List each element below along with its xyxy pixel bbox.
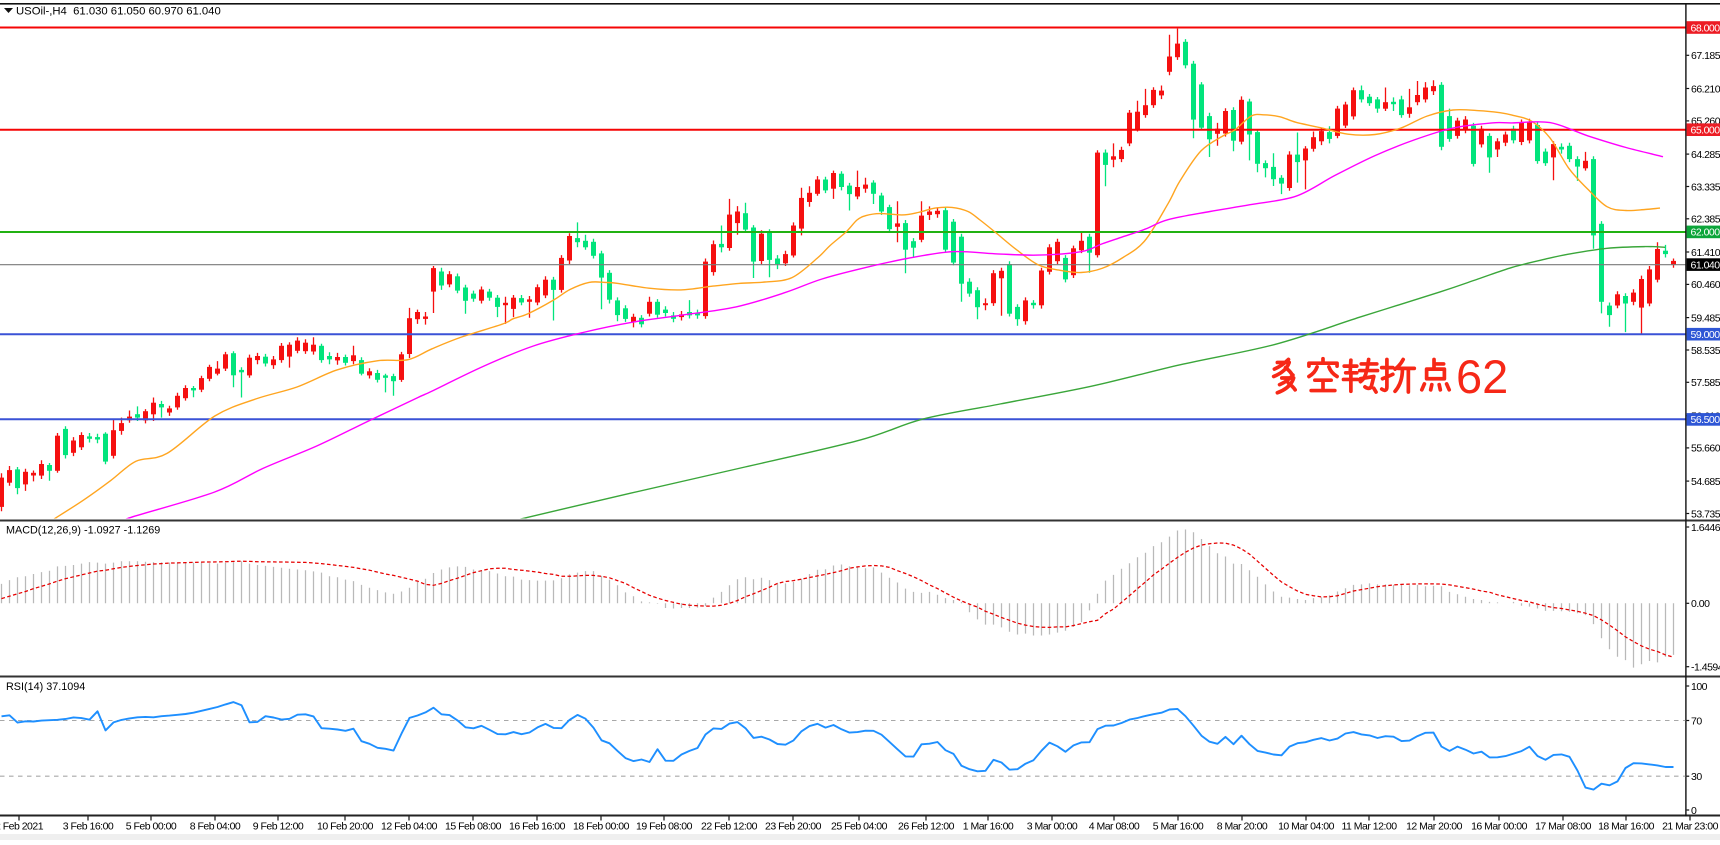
svg-text:62.385: 62.385 [1691,214,1720,226]
svg-text:64.285: 64.285 [1691,149,1720,161]
svg-text:65.000: 65.000 [1691,125,1720,137]
svg-text:3 Mar 00:00: 3 Mar 00:00 [1027,821,1078,833]
svg-text:USOil-,H4 61.030 61.050 60.97: USOil-,H4 61.030 61.050 60.970 61.040 [16,6,221,18]
svg-text:21 Mar 23:00: 21 Mar 23:00 [1662,821,1719,833]
svg-text:54.685: 54.685 [1691,476,1720,488]
svg-text:25 Feb 04:00: 25 Feb 04:00 [831,821,888,833]
svg-text:3 Feb 16:00: 3 Feb 16:00 [63,821,114,833]
svg-text:58.535: 58.535 [1691,345,1720,357]
svg-text:5 Mar 16:00: 5 Mar 16:00 [1153,821,1204,833]
svg-text:23 Feb 20:00: 23 Feb 20:00 [765,821,822,833]
svg-text:53.735: 53.735 [1691,508,1720,520]
svg-text:30: 30 [1691,771,1702,783]
svg-text:1.6446: 1.6446 [1691,522,1720,534]
svg-text:62: 62 [1456,350,1508,403]
svg-text:-1.4594: -1.4594 [1691,662,1720,674]
svg-text:57.585: 57.585 [1691,377,1720,389]
svg-text:22 Feb 12:00: 22 Feb 12:00 [701,821,758,833]
svg-text:18 Feb 00:00: 18 Feb 00:00 [573,821,630,833]
svg-text:0: 0 [1691,805,1697,817]
svg-text:63.335: 63.335 [1691,181,1720,193]
svg-text:59.485: 59.485 [1691,312,1720,324]
svg-text:8 Feb 04:00: 8 Feb 04:00 [190,821,241,833]
svg-text:12 Mar 20:00: 12 Mar 20:00 [1406,821,1463,833]
svg-text:12 Feb 04:00: 12 Feb 04:00 [381,821,438,833]
svg-text:56.500: 56.500 [1691,414,1720,426]
svg-text:15 Feb 08:00: 15 Feb 08:00 [445,821,502,833]
svg-text:19 Feb 08:00: 19 Feb 08:00 [636,821,693,833]
svg-text:18 Mar 16:00: 18 Mar 16:00 [1598,821,1655,833]
svg-text:61.410: 61.410 [1691,247,1720,259]
svg-text:RSI(14) 37.1094: RSI(14) 37.1094 [6,681,85,693]
svg-text:17 Mar 08:00: 17 Mar 08:00 [1535,821,1592,833]
svg-text:59.000: 59.000 [1691,329,1720,341]
svg-text:10 Feb 20:00: 10 Feb 20:00 [317,821,374,833]
svg-text:0.00: 0.00 [1691,598,1710,610]
svg-text:26 Feb 12:00: 26 Feb 12:00 [898,821,955,833]
svg-text:16 Feb 16:00: 16 Feb 16:00 [509,821,566,833]
svg-text:9 Feb 12:00: 9 Feb 12:00 [253,821,304,833]
svg-text:100: 100 [1691,681,1708,693]
svg-text:66.210: 66.210 [1691,83,1720,95]
svg-text:70: 70 [1691,715,1702,727]
svg-text:11 Mar 12:00: 11 Mar 12:00 [1341,821,1397,833]
svg-text:1 Mar 16:00: 1 Mar 16:00 [963,821,1014,833]
svg-text:62.000: 62.000 [1691,227,1720,239]
svg-text:60.460: 60.460 [1691,279,1720,291]
svg-text:68.000: 68.000 [1691,22,1720,34]
svg-text:67.185: 67.185 [1691,50,1720,62]
svg-text:8 Mar 20:00: 8 Mar 20:00 [1217,821,1268,833]
svg-text:4 Mar 08:00: 4 Mar 08:00 [1089,821,1140,833]
svg-text:16 Mar 00:00: 16 Mar 00:00 [1471,821,1528,833]
svg-text:10 Mar 04:00: 10 Mar 04:00 [1278,821,1335,833]
svg-text:5 Feb 00:00: 5 Feb 00:00 [126,821,177,833]
svg-text:61.040: 61.040 [1691,259,1720,271]
svg-text:MACD(12,26,9) -1.0927 -1.1269: MACD(12,26,9) -1.0927 -1.1269 [6,525,160,537]
svg-text:2 Feb 2021: 2 Feb 2021 [0,821,44,833]
svg-text:55.660: 55.660 [1691,443,1720,455]
